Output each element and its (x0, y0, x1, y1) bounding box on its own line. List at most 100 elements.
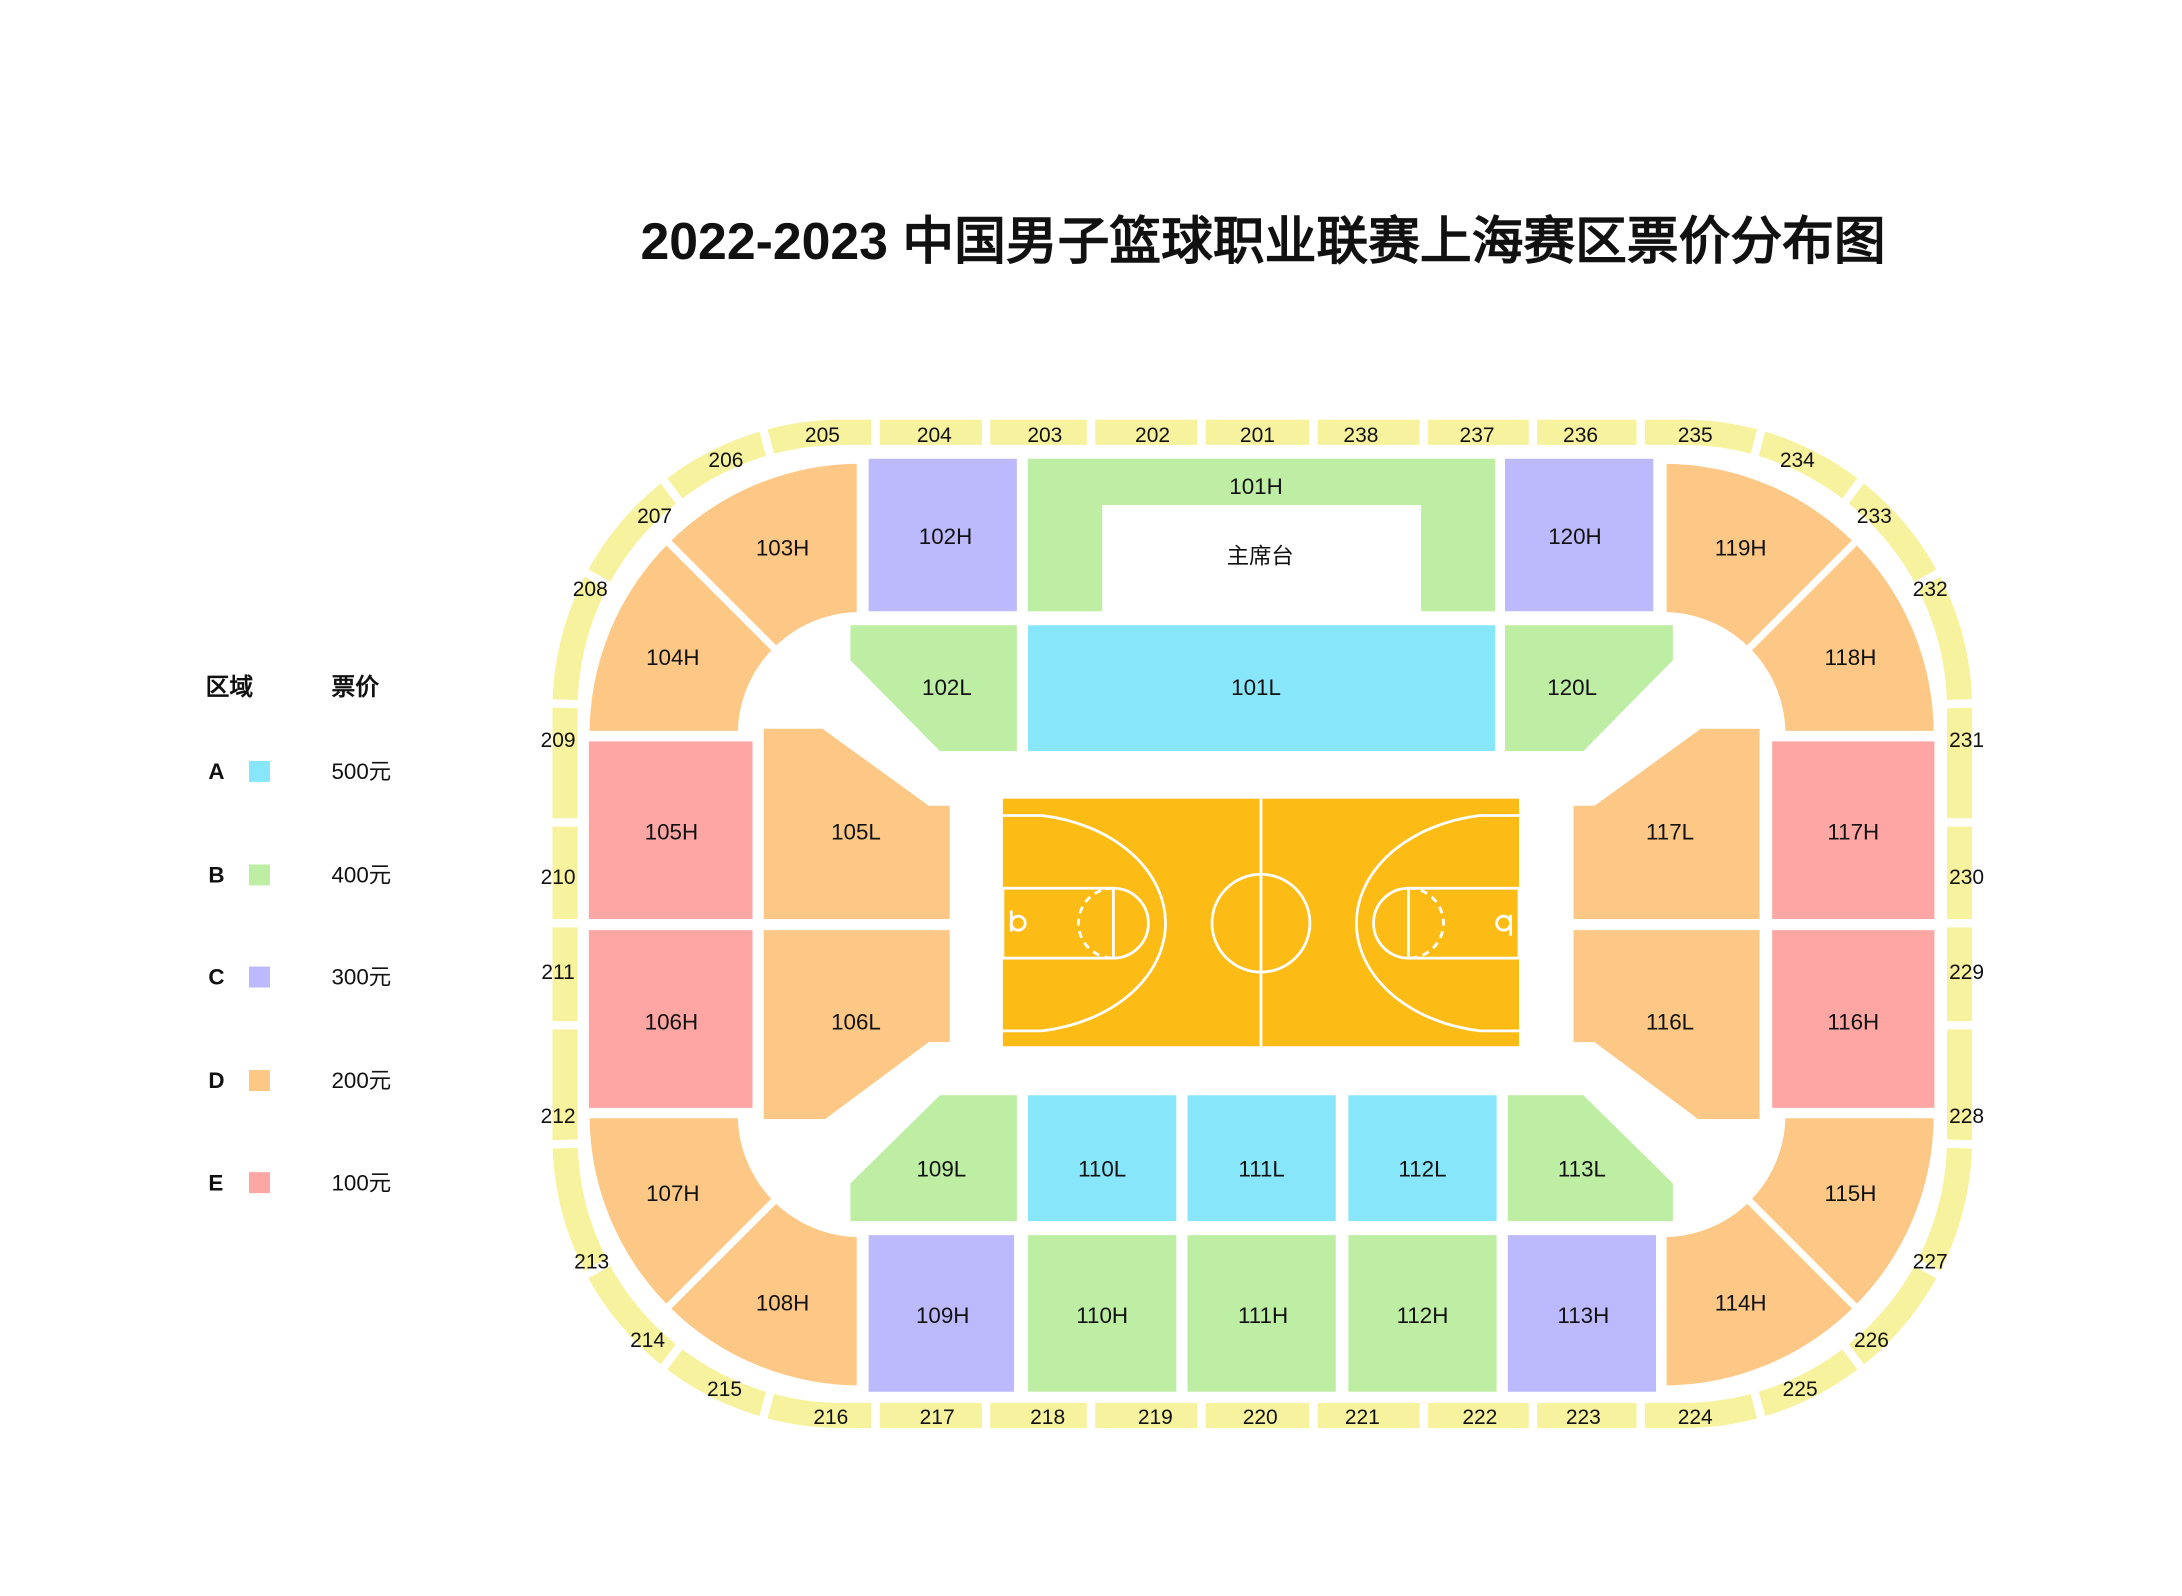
upper-section-222[interactable]: 222 (1462, 1406, 1497, 1429)
section-shape[interactable] (661, 1193, 864, 1393)
upper-section-206[interactable]: 206 (708, 449, 743, 472)
section-115H[interactable]: 115H (1742, 1111, 1941, 1314)
upper-section-218[interactable]: 218 (1030, 1406, 1065, 1429)
section-109L[interactable]: 109L (850, 1095, 1017, 1222)
upper-section-236[interactable]: 236 (1563, 424, 1598, 447)
upper-section-232[interactable]: 232 (1913, 578, 1948, 601)
section-101H[interactable]: 101H (1028, 458, 1496, 612)
upper-section-213[interactable]: 213 (574, 1251, 609, 1274)
section-102H[interactable]: 102H (868, 458, 1017, 612)
section-shape[interactable] (1659, 456, 1862, 656)
section-107H[interactable]: 107H (582, 1111, 782, 1314)
upper-section-227[interactable]: 227 (1913, 1251, 1948, 1274)
upper-section-225[interactable]: 225 (1783, 1378, 1818, 1401)
section-shape[interactable] (850, 1095, 1017, 1222)
upper-section-233[interactable]: 233 (1857, 505, 1892, 528)
section-111L[interactable]: 111L (1187, 1095, 1336, 1222)
section-shape[interactable] (1187, 1235, 1336, 1392)
section-101L[interactable]: 101L (1028, 625, 1496, 752)
section-105L[interactable]: 105L (763, 728, 950, 919)
section-shape[interactable] (850, 625, 1017, 752)
section-shape[interactable] (1772, 930, 1935, 1108)
section-shape[interactable] (868, 458, 1017, 612)
section-116L[interactable]: 116L (1573, 930, 1760, 1120)
section-shape[interactable] (763, 930, 950, 1120)
section-shape[interactable] (1573, 930, 1760, 1120)
section-106H[interactable]: 106H (588, 930, 753, 1108)
upper-section-234[interactable]: 234 (1780, 449, 1815, 472)
upper-section-219[interactable]: 219 (1138, 1406, 1173, 1429)
section-105H[interactable]: 105H (588, 741, 753, 919)
upper-section-201[interactable]: 201 (1240, 424, 1275, 447)
section-shape[interactable] (588, 741, 753, 919)
section-shape[interactable] (1742, 1111, 1941, 1314)
upper-section-212[interactable]: 212 (541, 1105, 576, 1128)
section-shape[interactable] (1573, 728, 1760, 919)
section-shape[interactable] (1772, 741, 1935, 919)
section-shape[interactable] (661, 456, 864, 656)
section-110H[interactable]: 110H (1028, 1235, 1177, 1392)
section-shape[interactable] (1742, 535, 1941, 738)
section-shape[interactable] (582, 1111, 782, 1314)
section-109H[interactable]: 109H (868, 1235, 1015, 1392)
section-119H[interactable]: 119H (1659, 456, 1862, 656)
section-shape[interactable] (1505, 458, 1654, 612)
section-shape[interactable] (1028, 1095, 1177, 1222)
section-114H[interactable]: 114H (1659, 1193, 1862, 1393)
section-110L[interactable]: 110L (1028, 1095, 1177, 1222)
upper-section-207[interactable]: 207 (637, 505, 672, 528)
upper-section-214[interactable]: 214 (630, 1329, 665, 1352)
section-102L[interactable]: 102L (850, 625, 1017, 752)
section-104H[interactable]: 104H (582, 535, 782, 738)
section-117L[interactable]: 117L (1573, 728, 1760, 919)
section-shape[interactable] (1187, 1095, 1336, 1222)
upper-section-228[interactable]: 228 (1949, 1105, 1984, 1128)
upper-section-210[interactable]: 210 (541, 866, 576, 889)
section-103H[interactable]: 103H (661, 456, 864, 656)
section-shape[interactable] (1348, 1235, 1497, 1392)
upper-section-221[interactable]: 221 (1345, 1406, 1380, 1429)
upper-section-226[interactable]: 226 (1854, 1329, 1889, 1352)
section-shape[interactable] (582, 535, 782, 738)
upper-section-211[interactable]: 211 (541, 961, 574, 984)
section-108H[interactable]: 108H (661, 1193, 864, 1393)
upper-section-204[interactable]: 204 (917, 424, 952, 447)
section-shape[interactable] (588, 930, 753, 1108)
upper-section-217[interactable]: 217 (920, 1406, 955, 1429)
upper-section-229[interactable]: 229 (1949, 961, 1984, 984)
upper-section-237[interactable]: 237 (1460, 424, 1495, 447)
upper-section-215[interactable]: 215 (707, 1378, 742, 1401)
section-shape[interactable] (1348, 1095, 1497, 1222)
upper-section-203[interactable]: 203 (1027, 424, 1062, 447)
upper-section-216[interactable]: 216 (813, 1406, 848, 1429)
upper-section-205[interactable]: 205 (805, 424, 840, 447)
section-shape[interactable] (763, 728, 950, 919)
section-120L[interactable]: 120L (1505, 625, 1673, 752)
section-shape[interactable] (1659, 1193, 1862, 1393)
upper-section-231[interactable]: 231 (1949, 729, 1984, 752)
upper-section-224[interactable]: 224 (1678, 1406, 1713, 1429)
upper-section-208[interactable]: 208 (573, 578, 608, 601)
section-shape[interactable] (1028, 1235, 1177, 1392)
section-112H[interactable]: 112H (1348, 1235, 1497, 1392)
section-120H[interactable]: 120H (1505, 458, 1654, 612)
section-106L[interactable]: 106L (763, 930, 950, 1120)
upper-section-209[interactable]: 209 (541, 729, 576, 752)
upper-section-202[interactable]: 202 (1135, 424, 1170, 447)
section-shape[interactable] (1028, 625, 1496, 752)
upper-section-223[interactable]: 223 (1566, 1406, 1601, 1429)
upper-section-220[interactable]: 220 (1243, 1406, 1278, 1429)
section-shape[interactable] (868, 1235, 1015, 1392)
section-shape[interactable] (1507, 1235, 1657, 1392)
section-shape[interactable] (1507, 1095, 1673, 1222)
section-117H[interactable]: 117H (1772, 741, 1935, 919)
section-111H[interactable]: 111H (1187, 1235, 1336, 1392)
section-shape[interactable] (1028, 458, 1496, 612)
section-118H[interactable]: 118H (1742, 535, 1941, 738)
upper-section-238[interactable]: 238 (1343, 424, 1378, 447)
section-112L[interactable]: 112L (1348, 1095, 1497, 1222)
section-113L[interactable]: 113L (1507, 1095, 1673, 1222)
upper-section-230[interactable]: 230 (1949, 866, 1984, 889)
section-116H[interactable]: 116H (1772, 930, 1935, 1108)
upper-section-235[interactable]: 235 (1678, 424, 1713, 447)
